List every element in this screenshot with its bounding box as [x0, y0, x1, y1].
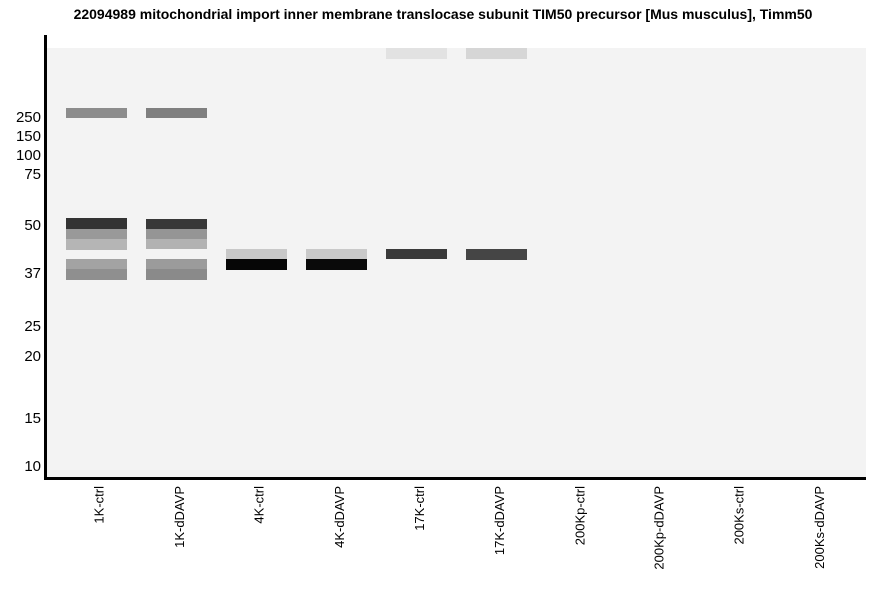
gel-band — [385, 248, 447, 259]
lane-label: 200Ks-ctrl — [732, 486, 747, 545]
y-tick-label: 20 — [24, 348, 41, 365]
y-tick-label: 150 — [15, 128, 41, 145]
gel-band — [305, 248, 367, 259]
page-title: 22094989 mitochondrial import inner memb… — [73, 6, 813, 22]
gel-band — [145, 229, 207, 239]
gel-band — [225, 258, 287, 270]
y-axis-line — [44, 35, 47, 480]
y-tick-label: 10 — [24, 458, 41, 475]
lane-label: 17K-dDAVP — [492, 486, 507, 556]
gel-band — [65, 269, 127, 280]
y-tick-label: 100 — [15, 147, 41, 164]
lane-label: 17K-ctrl — [412, 486, 427, 531]
lane-label: 4K-ctrl — [252, 486, 267, 524]
lane-label: 200Kp-ctrl — [572, 486, 587, 546]
gel-band — [225, 248, 287, 259]
gel-band — [65, 108, 127, 118]
y-tick-label: 50 — [24, 217, 41, 234]
gel-band — [465, 249, 527, 260]
lane-label: 200Ks-dDAVP — [812, 486, 827, 569]
lane-label: 1K-dDAVP — [172, 486, 187, 548]
gel-band — [145, 218, 207, 229]
y-tick-label: 37 — [24, 265, 41, 282]
gel-band — [65, 239, 127, 250]
gel-band — [65, 258, 127, 269]
lane-label: 200Kp-dDAVP — [652, 486, 667, 570]
gel-band — [145, 269, 207, 280]
y-tick-label: 75 — [24, 166, 41, 183]
gel-band — [145, 239, 207, 249]
gel-band — [385, 48, 447, 59]
lane-label: 4K-dDAVP — [332, 486, 347, 548]
lane-label: 1K-ctrl — [92, 486, 107, 524]
y-tick-label: 15 — [24, 410, 41, 427]
gel-band — [305, 258, 367, 270]
gel-band — [145, 258, 207, 269]
gel-band — [145, 108, 207, 118]
y-tick-label: 25 — [24, 318, 41, 335]
y-tick-label: 250 — [15, 109, 41, 126]
gel-band — [65, 228, 127, 239]
gel-band — [465, 48, 527, 59]
x-axis-line — [44, 477, 866, 480]
gel-band — [65, 218, 127, 229]
